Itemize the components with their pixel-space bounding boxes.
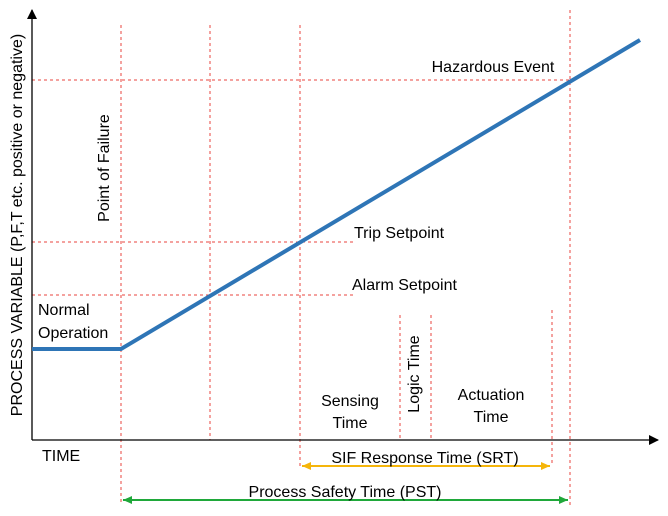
guides — [32, 10, 571, 505]
phase-label: Logic Time — [406, 335, 423, 412]
phase-label: Time — [474, 409, 509, 426]
phase-label: Actuation — [458, 387, 525, 404]
y-axis-label: PROCESS VARIABLE (P,F,T etc. positive or… — [9, 34, 26, 416]
level-label: Trip Setpoint — [354, 225, 445, 242]
phase-label: Sensing — [321, 393, 379, 410]
event-label: Operation — [38, 325, 108, 342]
process-line — [32, 38, 642, 351]
level-label: Hazardous Event — [432, 59, 555, 76]
level-label: Alarm Setpoint — [352, 277, 457, 294]
span-label: Process Safety Time (PST) — [249, 484, 442, 501]
phase-label: Time — [333, 415, 368, 432]
span-label: SIF Response Time (SRT) — [331, 450, 518, 467]
event-label: Point of Failure — [96, 114, 113, 222]
event-label: Normal — [38, 302, 90, 319]
x-axis-label: TIME — [42, 448, 80, 465]
